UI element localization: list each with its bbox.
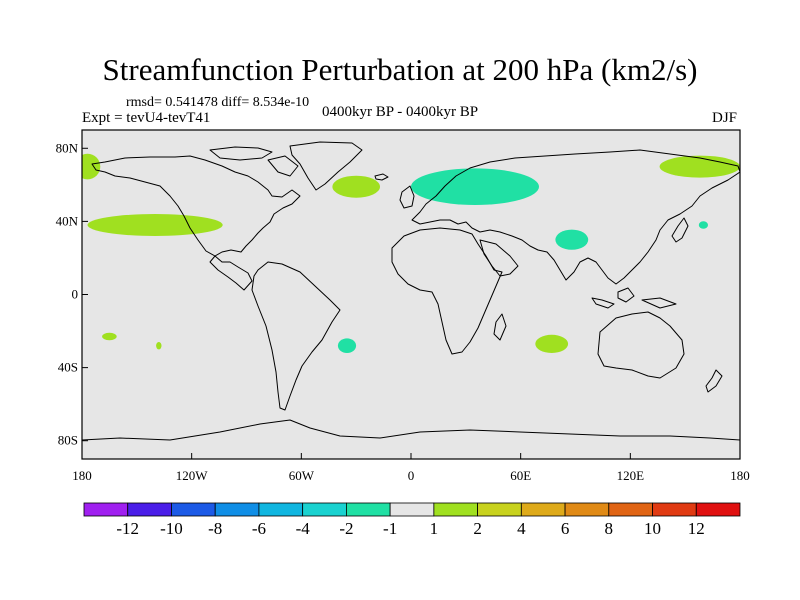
anomaly-region-1	[82, 153, 101, 180]
coastline-eurasia	[411, 149, 740, 285]
colorbar-label: -12	[116, 519, 139, 538]
lon-tick-label: 120W	[176, 468, 209, 483]
coastline-south-america	[251, 261, 341, 411]
latitude-ticks: 80N 40N 0 40S 80S	[56, 140, 88, 448]
coastline-australia	[597, 311, 685, 379]
experiment-label: Expt = tevU4-tevT41	[82, 110, 211, 126]
anomaly-region-10	[555, 229, 589, 250]
colorbar-swatch	[520, 502, 566, 517]
colorbar-swatch	[302, 502, 347, 517]
anomaly-region-11	[698, 221, 709, 229]
coastline-madagascar	[493, 313, 507, 341]
lat-tick-label: 80S	[58, 433, 78, 448]
anomaly-region-3	[102, 332, 117, 341]
anomaly-region-5	[332, 175, 381, 198]
coastline-britain	[399, 185, 415, 209]
colorbar-swatch	[258, 502, 304, 517]
coastline-greenland	[289, 141, 363, 191]
coastline-baffin	[267, 155, 299, 177]
colorbar-swatch	[345, 502, 391, 517]
coastline-japan	[671, 217, 689, 243]
colorbar-label: -1	[383, 519, 397, 538]
colorbar-label: -10	[160, 519, 183, 538]
colorbar-label: 4	[517, 519, 526, 538]
colorbar-label: -2	[339, 519, 353, 538]
colorbar-label: 1	[430, 519, 439, 538]
lon-tick-label: 60W	[289, 468, 315, 483]
rmsd-stats: rmsd= 0.541478 diff= 8.534e-10	[126, 95, 310, 110]
colorbar-swatch	[564, 502, 610, 517]
lon-tick-label: 120E	[617, 468, 645, 483]
colorbar-swatch	[695, 502, 741, 517]
lon-tick-label: 180	[730, 468, 750, 483]
colorbar-label: 10	[644, 519, 661, 538]
season-label: DJF	[712, 110, 738, 126]
lat-tick-label: 40N	[56, 213, 79, 228]
longitude-ticks: 180 120W 60W 0 60E 120E 180	[72, 453, 750, 483]
anomaly-region-6	[659, 155, 740, 178]
lon-tick-label: 180	[72, 468, 92, 483]
colorbar-swatch	[608, 502, 653, 517]
coastline-north-america	[91, 155, 301, 291]
coastlines	[82, 141, 740, 441]
anomaly-region-2	[87, 214, 223, 236]
colorbar-label: 8	[605, 519, 614, 538]
anomaly-region-4	[156, 342, 162, 350]
colorbar-swatch	[171, 502, 216, 517]
colorbar-label: 2	[473, 519, 482, 538]
colorbar-label: -8	[208, 519, 222, 538]
colorbar-swatch	[389, 502, 435, 517]
colorbar-swatch	[652, 502, 697, 517]
map-background	[82, 130, 740, 459]
lon-tick-label: 60E	[510, 468, 531, 483]
anomaly-region-7	[535, 334, 569, 353]
lat-tick-label: 80N	[56, 140, 79, 155]
colorbar-label: 6	[561, 519, 570, 538]
lat-tick-label: 0	[72, 287, 79, 302]
coastline-antarctica	[82, 419, 740, 441]
colorbar-swatch	[214, 502, 260, 517]
colorbar: -12 -10 -8 -6 -4 -2 -1 1 2 4 6 8 10 12	[83, 502, 741, 538]
anomaly-region-9	[411, 168, 539, 205]
colorbar-swatch	[127, 502, 172, 517]
colorbar-swatch	[477, 502, 522, 517]
anomaly-region-8	[337, 338, 357, 354]
colorbar-label: 12	[688, 519, 705, 538]
map-title: Streamfunction Perturbation at 200 hPa (…	[102, 52, 698, 87]
period-label: 0400kyr BP - 0400kyr BP	[322, 104, 479, 120]
colorbar-label: -6	[252, 519, 266, 538]
coastline-arabia	[479, 239, 519, 277]
lon-tick-label: 0	[408, 468, 415, 483]
coastline-africa	[391, 227, 503, 355]
colorbar-swatch	[83, 502, 129, 517]
coastline-indonesia	[591, 287, 677, 309]
colorbar-label: -4	[296, 519, 311, 538]
coastline-arctic-islands	[209, 146, 273, 161]
anomaly-layer	[82, 153, 740, 354]
colorbar-swatch	[433, 502, 478, 517]
lat-tick-label: 40S	[58, 360, 78, 375]
coastline-new-zealand	[705, 369, 723, 393]
coastline-iceland	[374, 173, 389, 181]
